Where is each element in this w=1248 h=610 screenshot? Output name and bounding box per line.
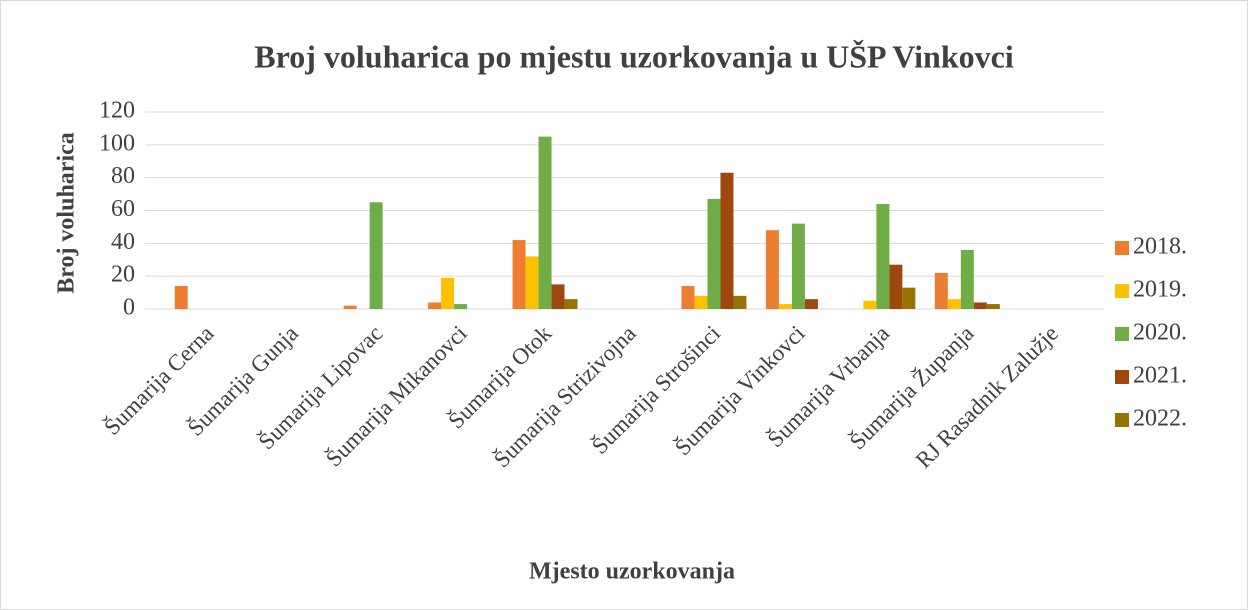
bar <box>343 305 357 309</box>
y-tick-label: 20 <box>111 262 135 288</box>
legend-swatch <box>1115 327 1129 341</box>
x-axis-title: Mjesto uzorkovanja <box>529 559 735 585</box>
legend-label: 2022. <box>1133 406 1187 432</box>
bar <box>720 172 734 309</box>
bar <box>973 302 987 309</box>
bar <box>694 295 708 309</box>
bar <box>986 304 1000 309</box>
bar <box>564 299 578 309</box>
y-axis-title: Broj voluharica <box>54 132 80 294</box>
bar <box>512 240 526 309</box>
legend-swatch <box>1115 284 1129 298</box>
legend-label: 2020. <box>1133 320 1187 346</box>
bar <box>733 295 747 309</box>
bar <box>804 299 818 309</box>
bar <box>876 203 890 309</box>
y-tick-label: 120 <box>99 98 135 124</box>
legend-label: 2021. <box>1133 363 1187 389</box>
chart-title: Broj voluharica po mjestu uzorkovanja u … <box>254 38 1014 74</box>
bar <box>960 249 974 309</box>
y-tick-label: 80 <box>111 163 135 189</box>
bar <box>934 272 948 309</box>
legend-label: 2019. <box>1133 277 1187 303</box>
y-tick-label: 40 <box>111 229 135 255</box>
bar <box>551 284 565 309</box>
bar <box>902 287 916 309</box>
y-tick-label: 100 <box>99 130 135 156</box>
bar <box>765 230 779 309</box>
bar <box>863 300 877 309</box>
legend-swatch <box>1115 241 1129 255</box>
y-tick-label: 60 <box>111 196 135 222</box>
legend-label: 2018. <box>1133 234 1187 260</box>
bar <box>791 223 805 309</box>
bar <box>707 199 721 309</box>
legend-swatch <box>1115 370 1129 384</box>
bar <box>889 264 903 309</box>
bar <box>428 302 442 309</box>
legend-swatch <box>1115 413 1129 427</box>
bar <box>681 286 695 309</box>
bar <box>369 202 383 309</box>
y-tick-label: 0 <box>123 295 135 321</box>
bar <box>441 277 455 309</box>
bar <box>174 286 188 309</box>
bar <box>947 299 961 309</box>
bar <box>454 304 468 309</box>
bar <box>525 256 539 309</box>
bar <box>778 304 792 309</box>
bar <box>538 136 552 309</box>
